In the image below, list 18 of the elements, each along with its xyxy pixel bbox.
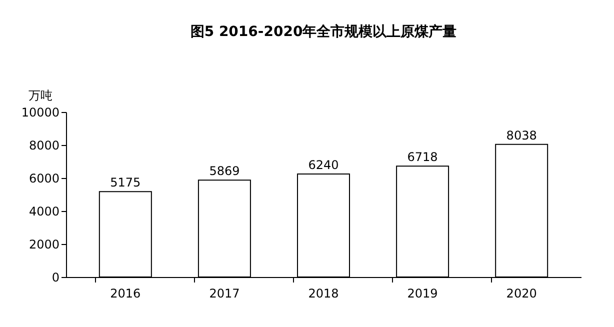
- y-tick-label: 4000: [28, 204, 60, 218]
- data-label: 6240: [308, 158, 339, 172]
- x-tick-label: 2016: [110, 286, 141, 300]
- y-tick-label: 8000: [28, 138, 60, 152]
- x-tick-label: 2018: [308, 286, 339, 300]
- y-tick-label: 2000: [28, 238, 60, 252]
- y-tick-label: 10000: [21, 106, 60, 120]
- y-axis-title: 万吨: [28, 88, 52, 102]
- x-tick-label: 2019: [407, 286, 438, 300]
- data-label: 8038: [506, 128, 537, 142]
- data-label: 6718: [407, 150, 438, 164]
- data-label: 5175: [110, 176, 141, 190]
- data-label: 5869: [209, 164, 240, 178]
- chart-title: 图5 2016-2020年全市规模以上原煤产量: [190, 23, 457, 40]
- x-tick-label: 2020: [506, 286, 537, 300]
- x-tick-label: 2017: [209, 286, 240, 300]
- y-tick-label: 6000: [28, 172, 60, 186]
- y-tick-label: 0: [52, 270, 60, 284]
